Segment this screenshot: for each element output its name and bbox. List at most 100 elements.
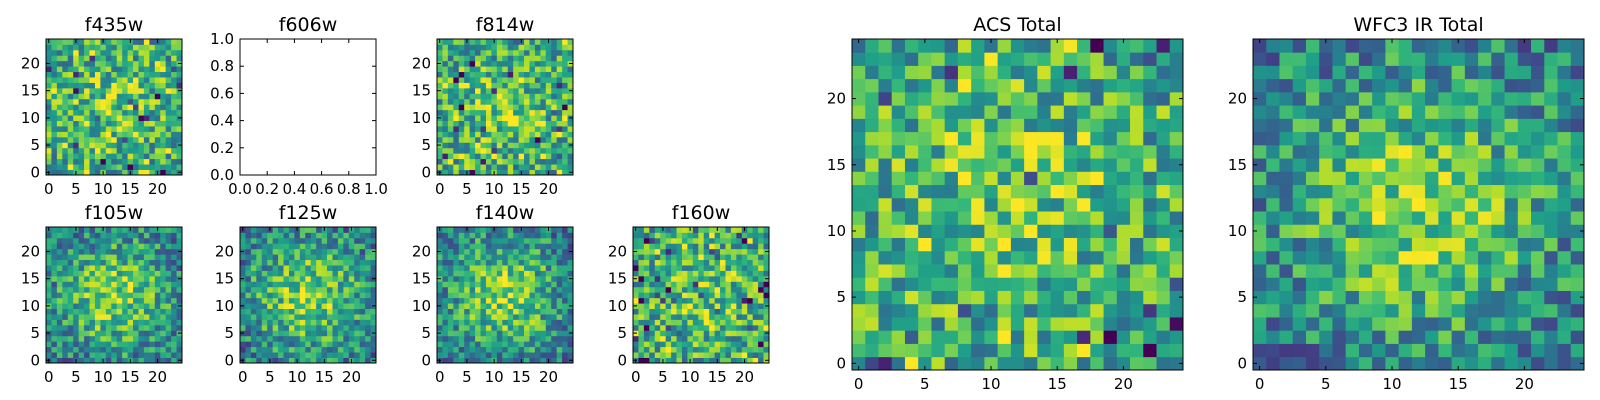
heatmap-cell xyxy=(725,227,732,233)
heatmap-cell xyxy=(562,142,568,149)
heatmap-cell xyxy=(1116,65,1131,80)
heatmap-cell xyxy=(278,275,284,282)
x-tick-label: 0 xyxy=(631,368,641,386)
heatmap-cell xyxy=(1279,237,1294,252)
heatmap-cell xyxy=(1266,356,1280,371)
heatmap-cell xyxy=(94,232,101,239)
heatmap-cell xyxy=(327,248,333,255)
heatmap-cell xyxy=(944,264,959,278)
heatmap-cell xyxy=(562,319,568,326)
heatmap-cell xyxy=(62,314,69,320)
heatmap-cell xyxy=(51,308,58,315)
heatmap-cell xyxy=(73,82,80,89)
heatmap-cell xyxy=(56,281,63,288)
heatmap-cell xyxy=(442,60,449,67)
heatmap-cell xyxy=(332,303,339,309)
heatmap-cell xyxy=(294,346,301,353)
heatmap-cell xyxy=(540,66,547,73)
heatmap-cell xyxy=(984,39,999,53)
heatmap-cell xyxy=(752,324,759,331)
heatmap-cell xyxy=(1372,356,1386,371)
heatmap-cell xyxy=(305,324,312,331)
heatmap-cell xyxy=(458,147,465,154)
heatmap-cell xyxy=(78,324,85,331)
heatmap-cell xyxy=(562,164,568,170)
heatmap-cell xyxy=(878,264,893,278)
heatmap-cell xyxy=(105,77,112,83)
heatmap-cell xyxy=(534,131,541,138)
heatmap-cell xyxy=(676,352,683,358)
heatmap-cell xyxy=(51,324,58,331)
heatmap-cell xyxy=(133,126,139,132)
heatmap-cell xyxy=(1024,343,1038,358)
heatmap-cell xyxy=(133,158,139,165)
heatmap-cell xyxy=(94,49,101,56)
heatmap-cell xyxy=(496,254,503,261)
heatmap-cell xyxy=(370,232,377,239)
heatmap-cell xyxy=(305,303,312,309)
heatmap-cell xyxy=(365,341,371,348)
heatmap-cell xyxy=(545,248,552,255)
heatmap-cell xyxy=(1438,277,1452,291)
heatmap-cell xyxy=(687,308,694,315)
heatmap-cell xyxy=(94,259,101,266)
heatmap-cell xyxy=(529,115,536,121)
heatmap-cell xyxy=(165,71,172,78)
heatmap-cell xyxy=(1544,211,1558,225)
heatmap-cell xyxy=(524,270,530,277)
heatmap-cell xyxy=(556,98,563,105)
heatmap-cell xyxy=(529,49,536,56)
heatmap-cell xyxy=(747,286,754,293)
heatmap-cell xyxy=(660,286,667,293)
heatmap-cell xyxy=(720,346,726,353)
heatmap-cell xyxy=(116,281,123,288)
heatmap-cell xyxy=(149,169,156,176)
heatmap-cell xyxy=(643,314,650,320)
heatmap-cell xyxy=(741,275,748,282)
heatmap-cell xyxy=(46,254,52,261)
heatmap-cell xyxy=(447,131,454,138)
heatmap-cell xyxy=(638,259,645,266)
heatmap-cell xyxy=(294,270,301,277)
heatmap-cell xyxy=(261,259,268,266)
heatmap-cell xyxy=(240,292,246,299)
heatmap-cell xyxy=(1024,118,1038,133)
heatmap-cell xyxy=(327,292,333,299)
heatmap-cell xyxy=(447,346,454,353)
heatmap-cell xyxy=(143,136,150,143)
heatmap-cell xyxy=(485,39,492,45)
heatmap-cell xyxy=(458,77,465,83)
x-tick-label: 20 xyxy=(539,368,558,386)
heatmap-cell xyxy=(545,66,552,73)
heatmap-cell xyxy=(458,126,465,132)
heatmap-cell xyxy=(261,270,268,277)
heatmap-cell xyxy=(78,98,85,105)
heatmap-cell xyxy=(654,232,661,239)
heatmap-cell xyxy=(116,227,123,233)
heatmap-cell xyxy=(758,324,764,331)
heatmap-cell xyxy=(643,259,650,266)
heatmap-cell xyxy=(143,87,150,94)
heatmap-cell xyxy=(46,71,52,78)
heatmap-cell xyxy=(752,259,759,266)
heatmap-cell xyxy=(453,265,460,271)
heatmap-cell xyxy=(747,341,754,348)
heatmap-cell xyxy=(567,147,574,154)
heatmap-cell xyxy=(507,270,514,277)
heatmap-cell xyxy=(1478,343,1492,358)
heatmap-cell xyxy=(469,169,476,176)
x-tick-label: 10 xyxy=(94,180,113,198)
heatmap-cell xyxy=(447,142,454,149)
heatmap-cell xyxy=(736,286,743,293)
heatmap-cell xyxy=(337,270,344,277)
heatmap-cell xyxy=(1345,224,1360,238)
heatmap-cell xyxy=(1345,317,1360,331)
heatmap-cell xyxy=(1345,197,1360,212)
heatmap-cell xyxy=(496,357,503,364)
heatmap-cell xyxy=(62,98,69,105)
heatmap-cell xyxy=(299,281,306,288)
heatmap-cell xyxy=(660,346,667,353)
heatmap-cell xyxy=(84,136,90,143)
heatmap-cell xyxy=(1544,250,1558,265)
heatmap-cell xyxy=(534,335,541,342)
